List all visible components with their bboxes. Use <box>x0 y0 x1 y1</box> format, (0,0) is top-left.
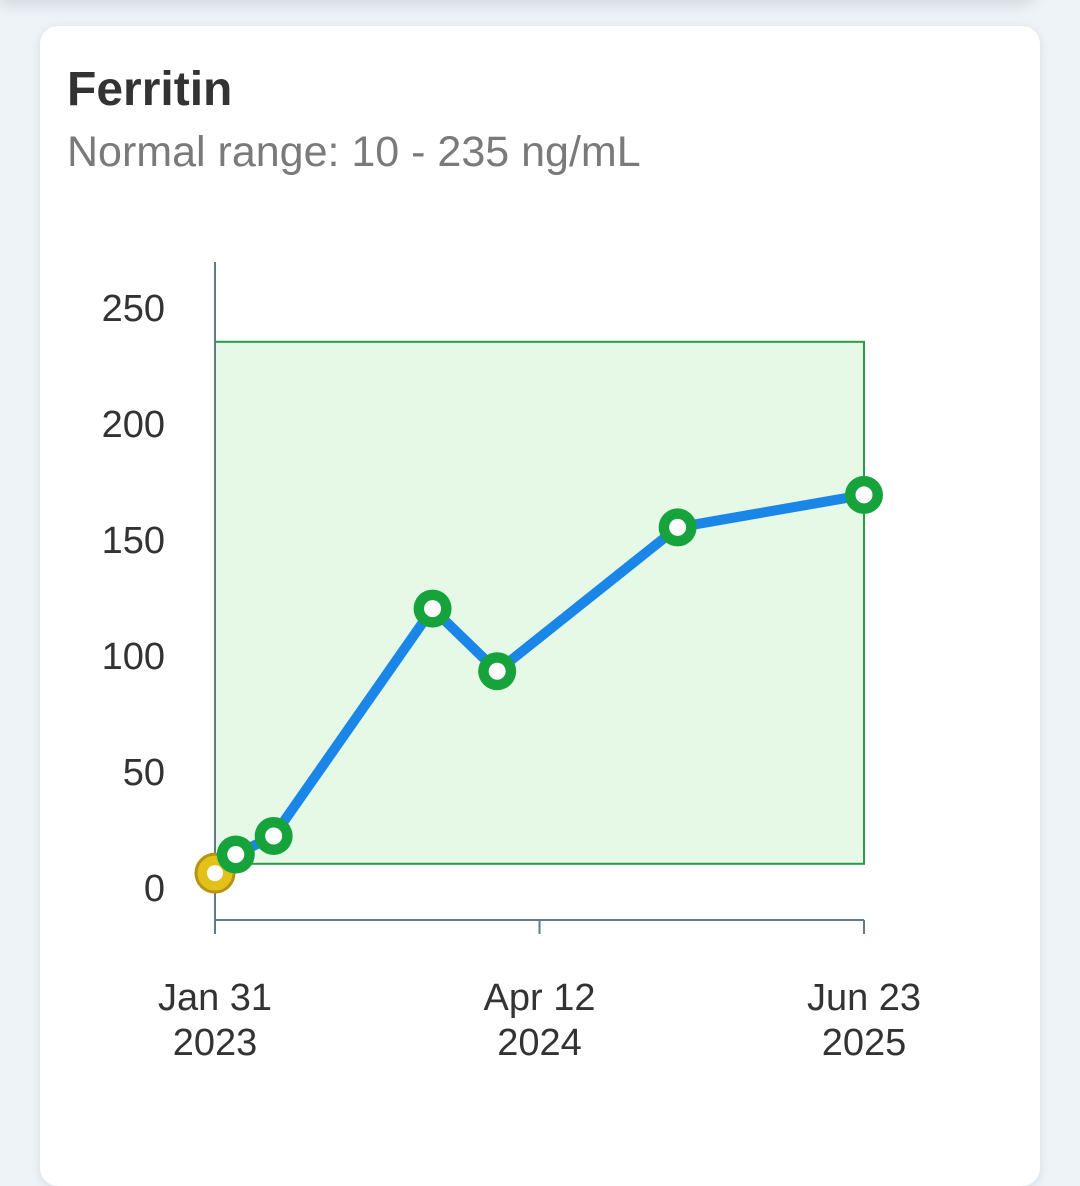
y-tick-label: 0 <box>144 868 165 910</box>
x-tick-label: Jun 23 <box>807 977 921 1019</box>
data-point-center <box>488 662 506 680</box>
y-tick-label: 250 <box>102 288 165 330</box>
normal-range-band <box>214 340 865 865</box>
data-point-center <box>669 518 687 536</box>
x-tick-label: Jan 31 <box>158 977 272 1019</box>
x-tick-year-label: 2023 <box>173 1022 258 1064</box>
data-point-center <box>855 486 873 504</box>
card-title: Ferritin <box>67 63 233 116</box>
data-point-center <box>424 600 442 618</box>
y-tick-label: 200 <box>102 404 165 446</box>
y-tick-label: 50 <box>123 752 165 794</box>
y-tick-label: 100 <box>102 636 165 678</box>
data-point-center <box>207 865 223 882</box>
data-point-center <box>227 846 245 864</box>
normal-range-label: Normal range: 10 - 235 ng/mL <box>67 128 641 176</box>
x-tick-label: Apr 12 <box>484 977 596 1019</box>
x-tick-year-label: 2025 <box>822 1022 907 1064</box>
x-tick-year-label: 2024 <box>497 1022 582 1064</box>
data-point-center <box>265 827 283 845</box>
y-tick-label: 150 <box>102 520 165 562</box>
